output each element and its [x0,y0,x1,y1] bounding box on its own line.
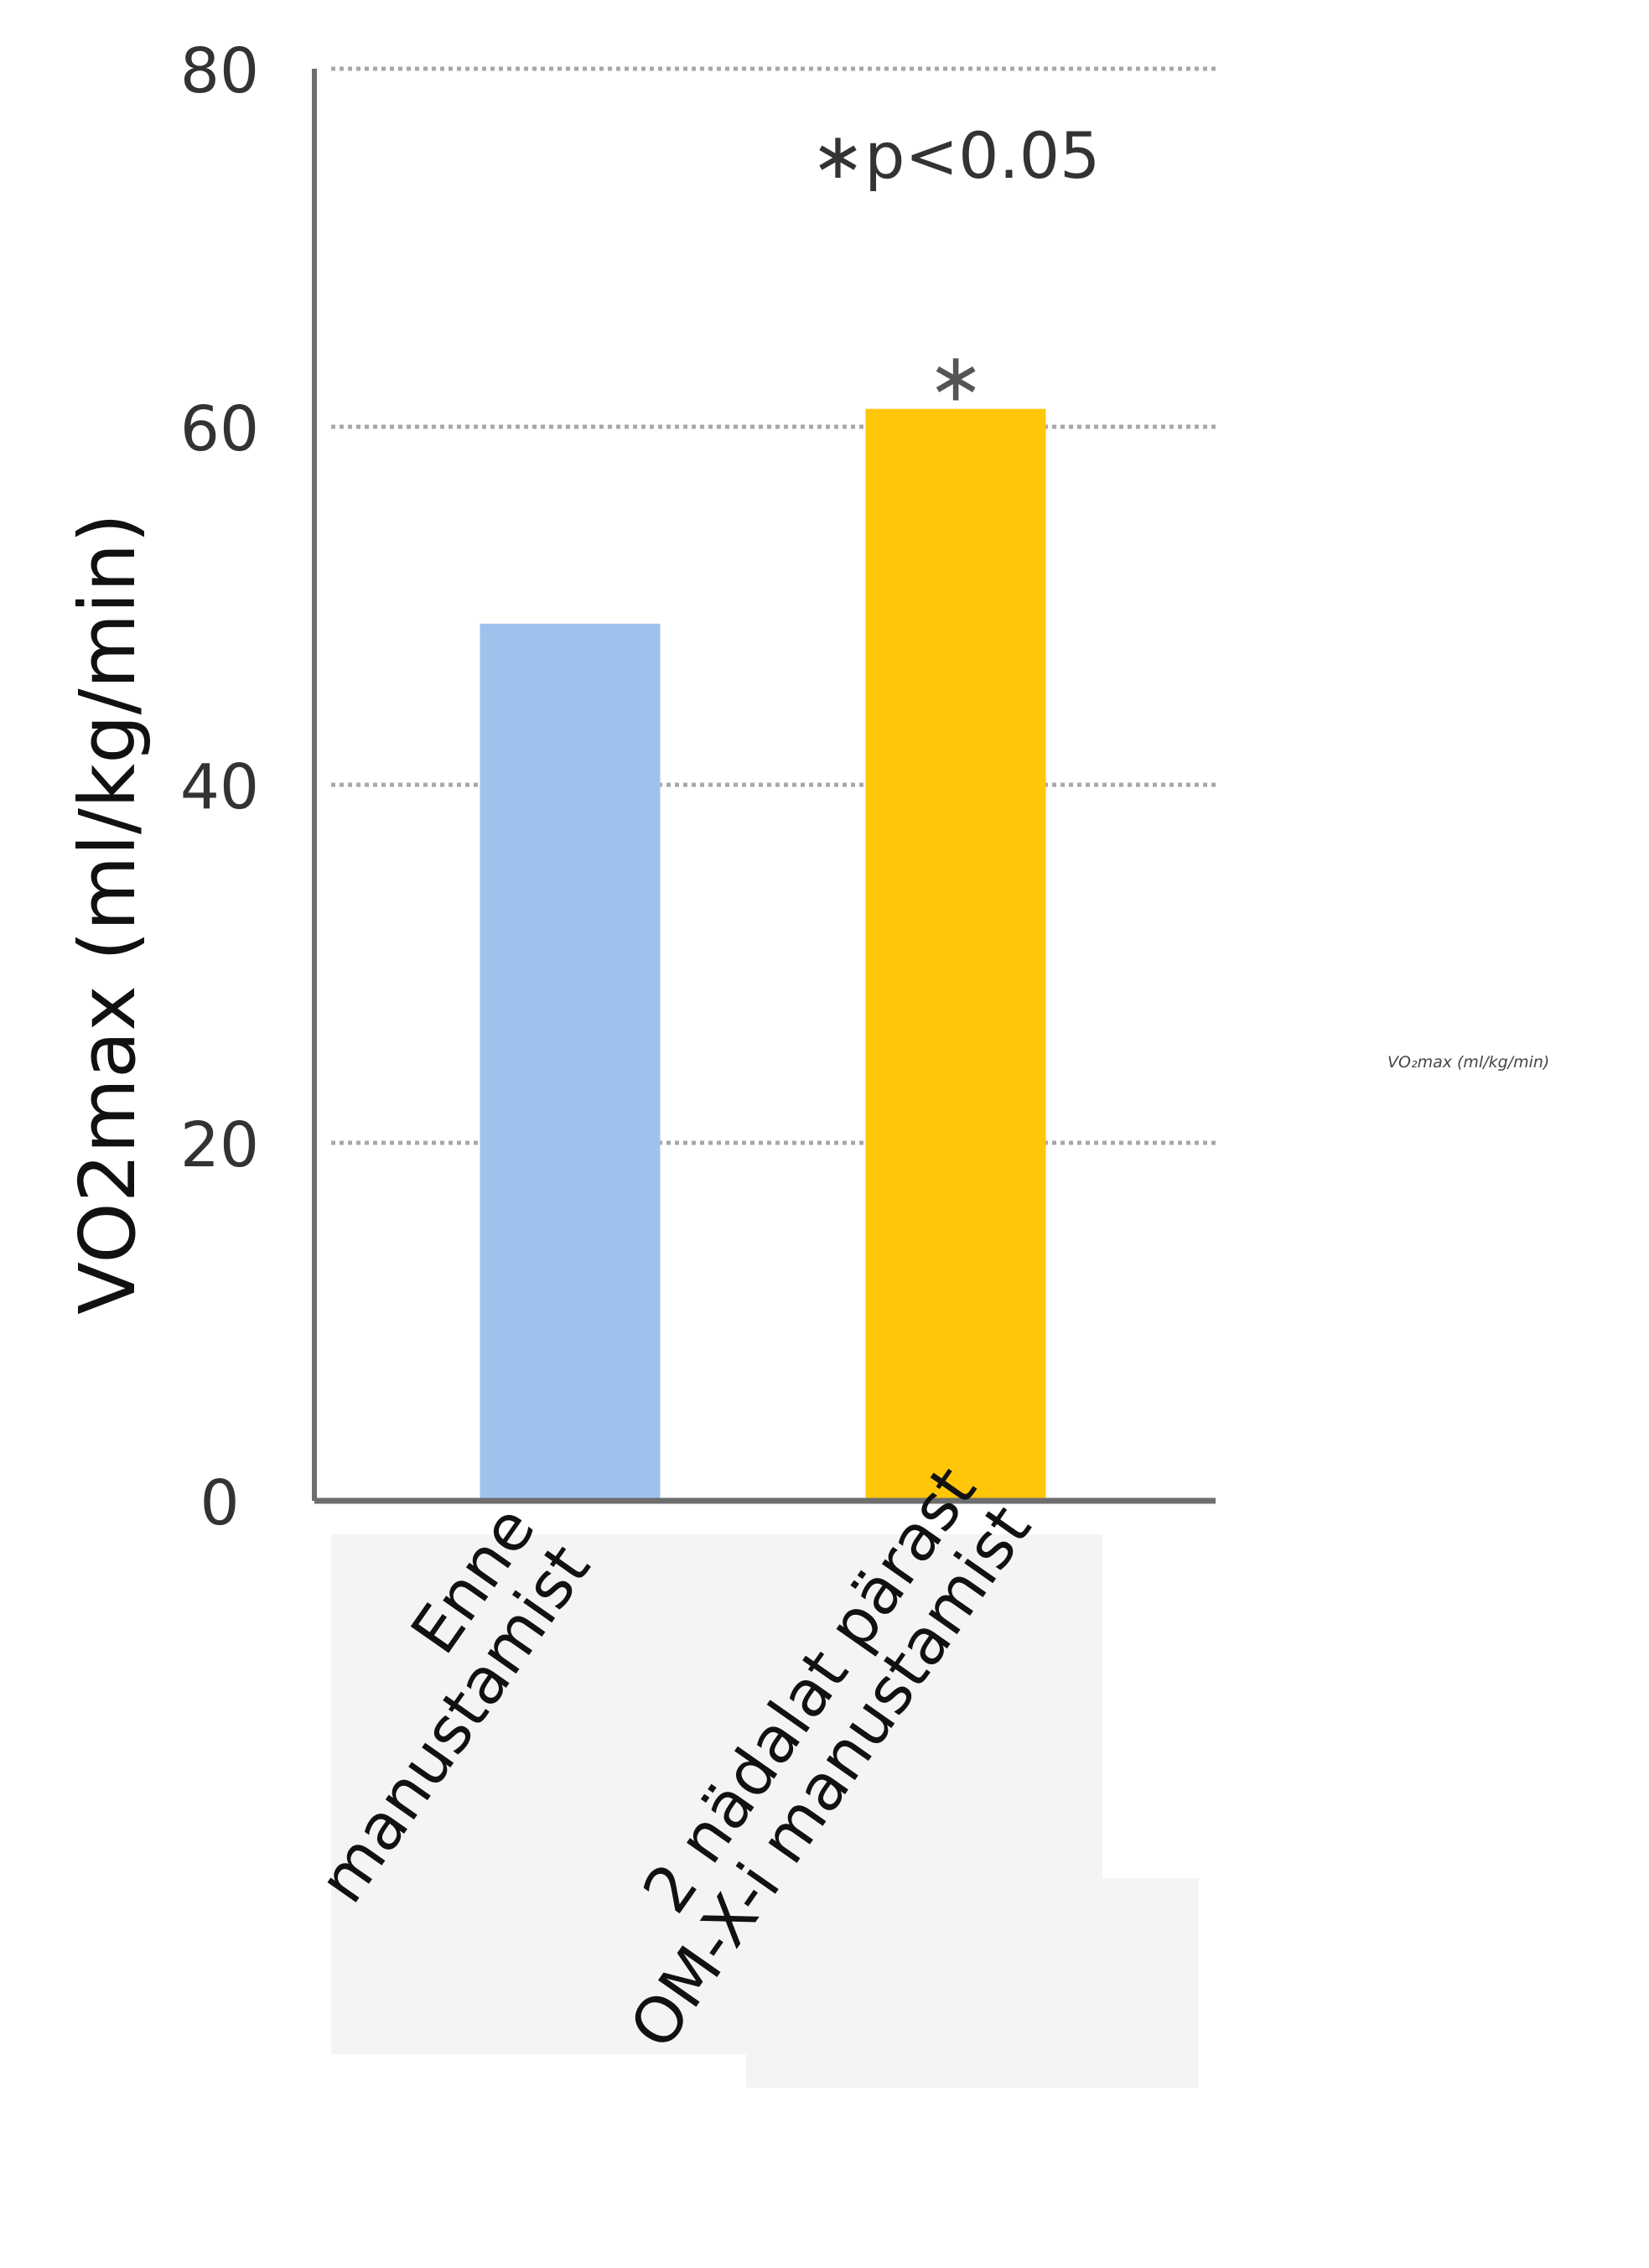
y-tick-label: 0 [200,1467,239,1539]
secondary-axis-caption: VO₂max (ml/kg/min) [1387,1053,1549,1072]
bar [865,408,1046,1501]
y-tick-label: 60 [180,393,259,465]
significance-marker: ∗ [927,339,983,417]
bars [480,408,1046,1501]
y-tick-label: 80 [180,35,259,107]
y-tick-label: 40 [180,751,259,823]
significance-annotation: ∗p<0.05 [812,118,1101,193]
bar [480,623,661,1501]
category-label-panel [746,1878,1199,2088]
y-axis-label: VO2max (ml/kg/min) [63,513,153,1315]
y-tick-labels: 0 20 40 60 80 [180,35,259,1539]
y-tick-label: 20 [180,1109,259,1181]
